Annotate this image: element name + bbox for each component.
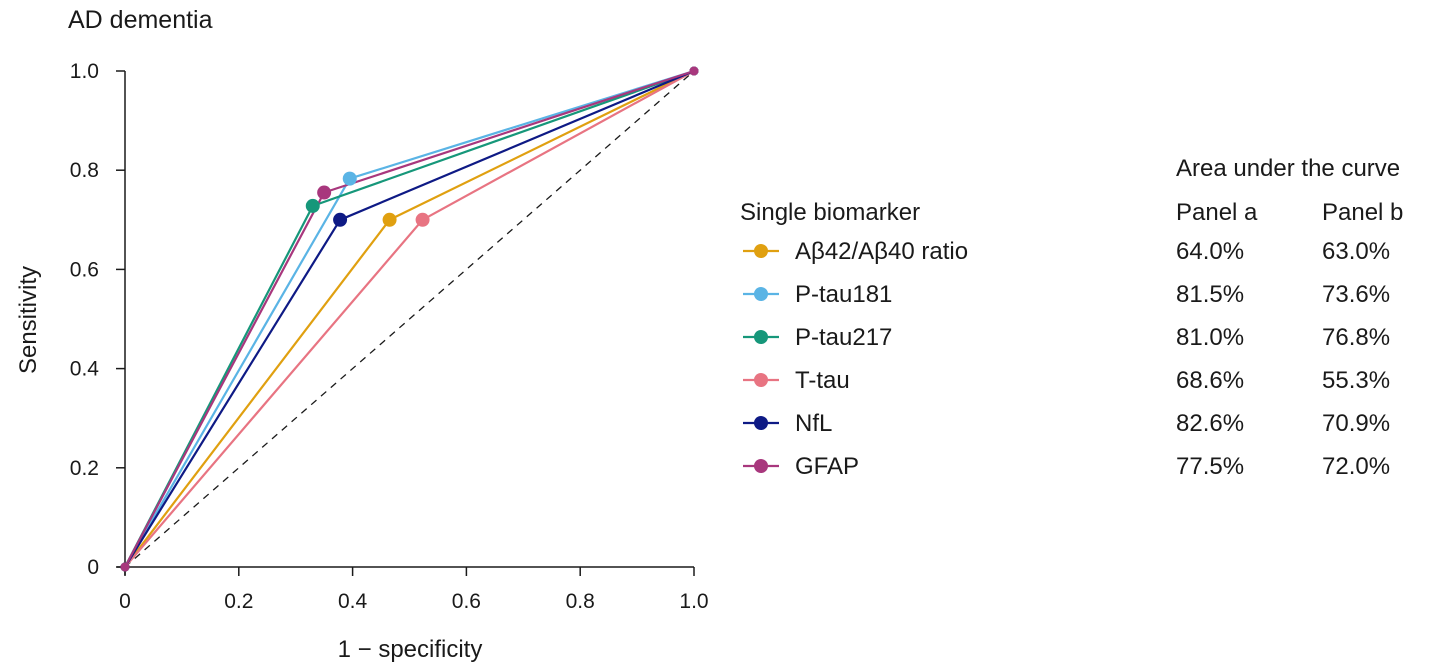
legend-label-5: GFAP [795,453,859,480]
y-tick-label: 0.6 [70,258,99,281]
auc-panel-a-value-1: 81.5% [1176,281,1244,308]
auc-panel-a-value-0: 64.0% [1176,238,1244,265]
legend-marker-4 [754,416,768,430]
legend-label-3: T-tau [795,367,850,394]
y-tick-label: 0.8 [70,159,99,182]
series-point-5-1 [317,185,332,200]
series-point-5-2 [689,66,699,76]
auc-panel-b-value-3: 55.3% [1322,367,1390,394]
auc-panel-a-value-5: 77.5% [1176,453,1244,480]
auc-panel-a-value-3: 68.6% [1176,367,1244,394]
legend: Area under the curve Single biomarker Pa… [740,155,1403,480]
auc-panel-b-value-5: 72.0% [1322,453,1390,480]
series-point-1-1 [342,171,357,186]
series-point-0-1 [382,212,397,227]
x-tick-label: 0.8 [566,590,595,613]
x-axis-title: 1 − specificity [338,636,483,663]
reference-diagonal-line [124,70,695,568]
legend-marker-1 [754,287,768,301]
legend-label-4: NfL [795,410,832,437]
auc-column-panel-a: Panel a [1176,199,1258,226]
y-tick-label: 1.0 [70,60,99,83]
series-point-5-0 [120,562,130,572]
x-tick-label: 0.4 [338,590,368,613]
auc-panel-b-value-2: 76.8% [1322,324,1390,351]
legend-marker-5 [754,459,768,473]
legend-label-2: P-tau217 [795,324,892,351]
plot-lines [120,66,699,572]
auc-panel-a-value-2: 81.0% [1176,324,1244,351]
x-tick-label: 1.0 [679,590,708,613]
auc-panel-b-value-4: 70.9% [1322,410,1390,437]
series-point-3-1 [415,212,430,227]
y-tick-label: 0 [87,556,99,579]
auc-heading: Area under the curve [1176,155,1400,182]
legend-label-0: Aβ42/Aβ40 ratio [795,238,968,265]
legend-title: Single biomarker [740,199,920,226]
auc-panel-b-value-1: 73.6% [1322,281,1390,308]
chart-title: AD dementia [68,6,213,34]
series-point-2-1 [305,198,320,213]
series-point-4-1 [333,212,348,227]
y-axis-title: Sensitivity [15,266,42,374]
y-tick-label: 0.2 [70,457,99,480]
auc-panel-b-value-0: 63.0% [1322,238,1390,265]
x-tick-label: 0.2 [224,590,253,613]
legend-marker-3 [754,373,768,387]
legend-marker-0 [754,244,768,258]
x-tick-label: 0.6 [452,590,481,613]
y-tick-label: 0.4 [70,358,100,381]
auc-column-panel-b: Panel b [1322,199,1403,226]
legend-marker-2 [754,330,768,344]
x-tick-label: 0 [119,590,131,613]
auc-panel-a-value-4: 82.6% [1176,410,1244,437]
axes: 0 0.2 0.4 0.6 0.8 1.0 0 0.2 0.4 0.6 0.8 1.0 [70,60,709,613]
legend-label-1: P-tau181 [795,281,892,308]
